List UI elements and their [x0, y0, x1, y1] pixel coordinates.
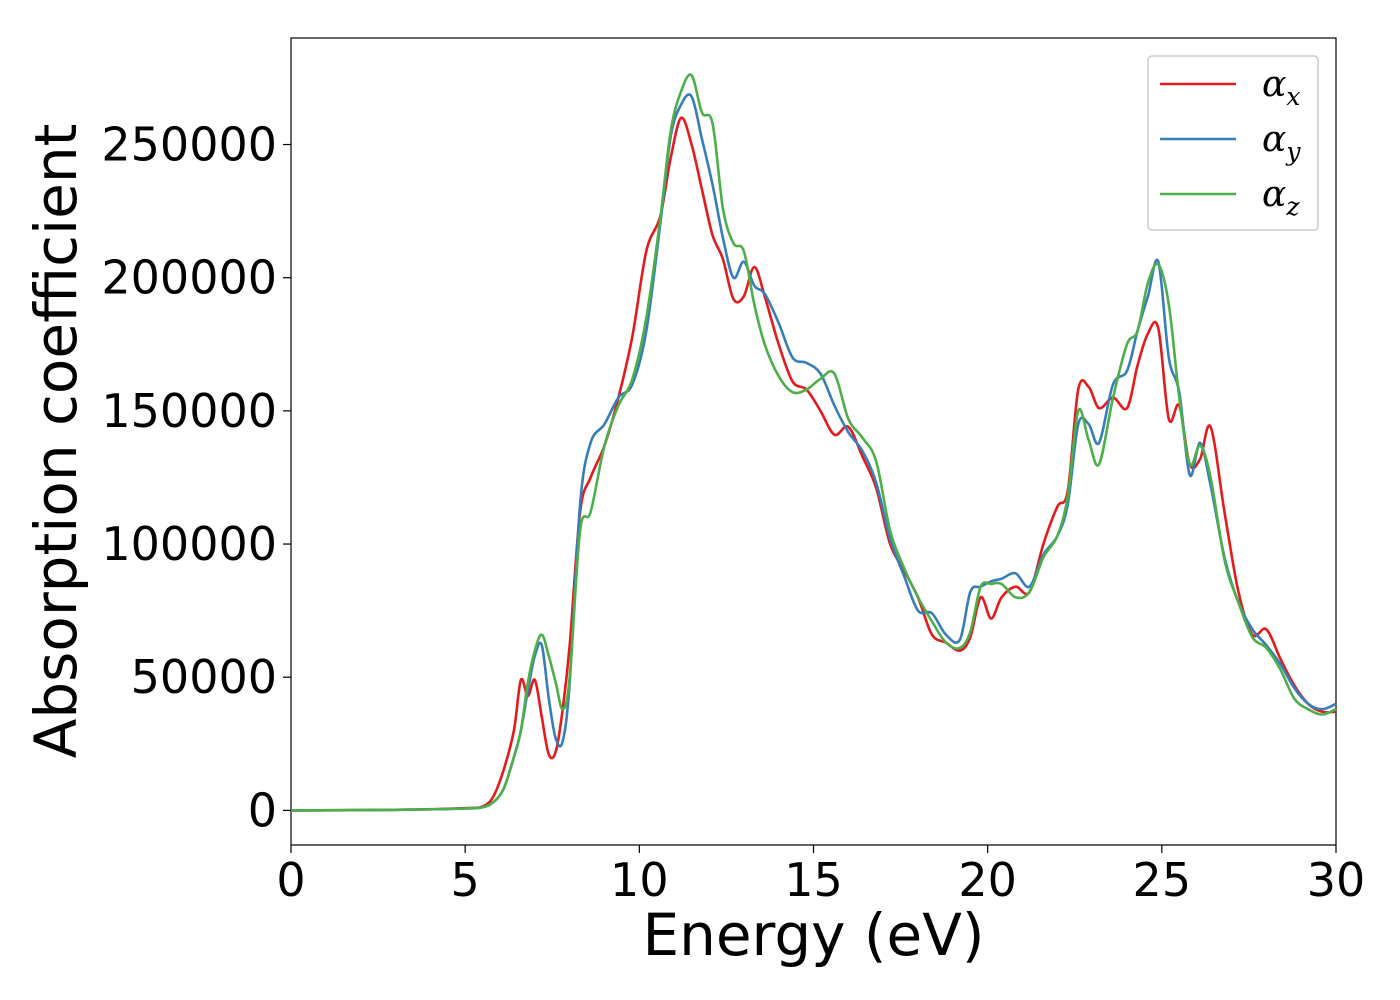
y-tick-label: 250000 [101, 118, 277, 172]
x-tick-label: 30 [1307, 853, 1366, 907]
x-tick-label: 10 [610, 853, 669, 907]
y-tick-label: 50000 [131, 650, 277, 704]
y-tick-label: 150000 [101, 384, 277, 438]
x-axis-title: Energy (eV) [642, 901, 984, 969]
axis-layer: 0 5 10 15 20 25 30 0 50000 100000 150000 200000 2500… [101, 118, 1365, 907]
series-layer [290, 73, 1337, 812]
legend: αx αy αz [1147, 55, 1319, 231]
y-tick-label: 200000 [101, 251, 277, 305]
x-tick-label: 15 [784, 853, 843, 907]
legend-label: αx [1262, 64, 1300, 111]
y-axis-title: Absorption coefficient [22, 124, 90, 759]
series-line-3 [290, 73, 1337, 812]
legend-label: αy [1262, 119, 1301, 166]
x-tick-label: 25 [1133, 853, 1192, 907]
legend-label: αz [1262, 174, 1300, 221]
series-line-1 [290, 116, 1337, 812]
x-tick-label: 20 [958, 853, 1017, 907]
y-tick-label: 0 [248, 783, 277, 837]
series-line-2 [290, 93, 1337, 812]
x-tick-label: 5 [451, 853, 480, 907]
x-tick-label: 0 [276, 853, 305, 907]
y-tick-label: 100000 [101, 517, 277, 571]
legend-box [1147, 55, 1319, 231]
